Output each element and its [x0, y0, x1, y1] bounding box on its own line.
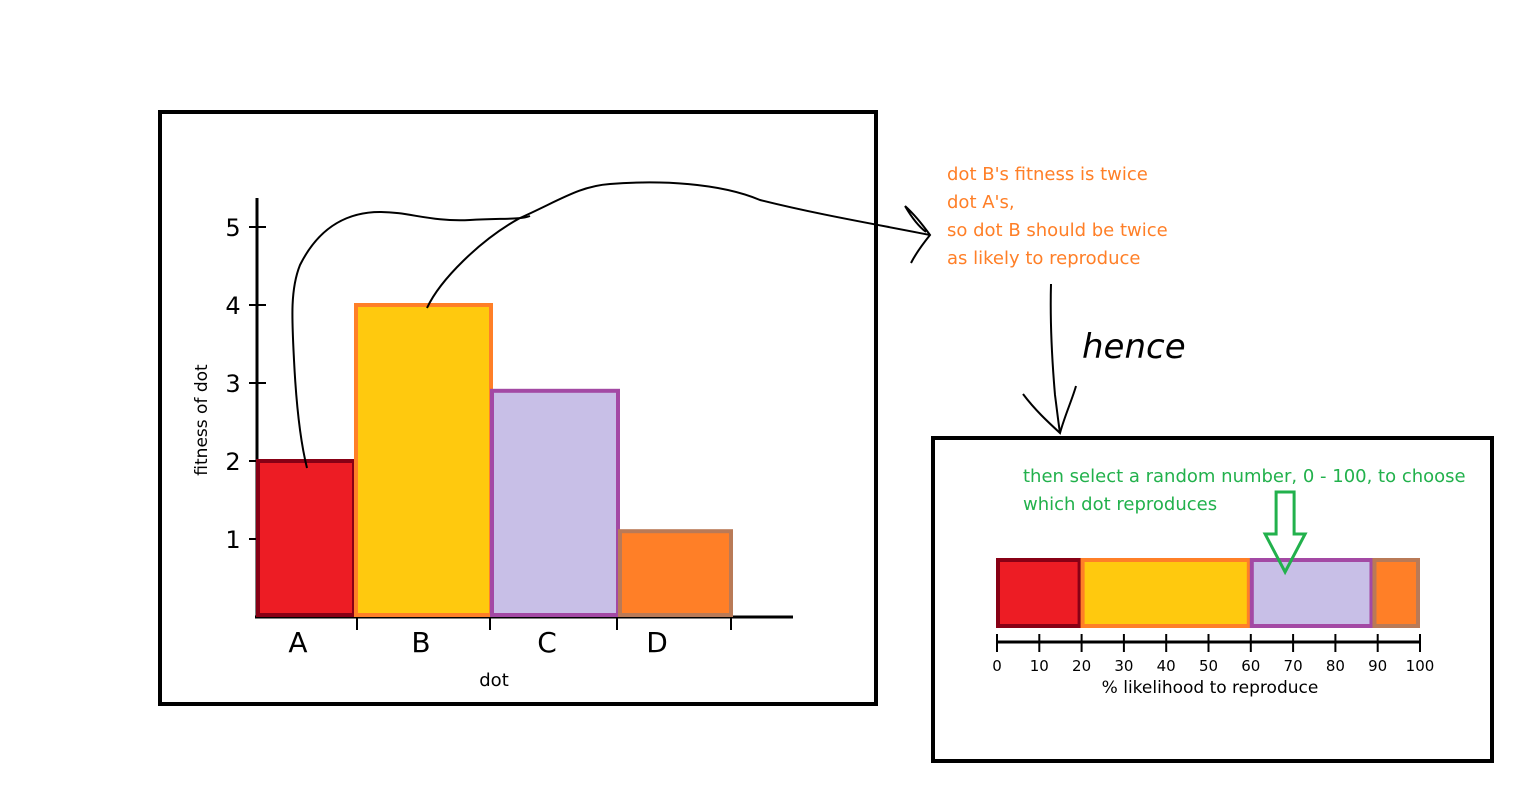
connector-curve-b	[426, 181, 931, 309]
x-category-label: D	[646, 626, 668, 659]
annotation-line: as likely to reproduce	[947, 248, 1140, 269]
x-category-label: A	[288, 626, 307, 659]
select-line: which dot reproduces	[1023, 494, 1217, 515]
y-tick-label: 1	[225, 526, 240, 554]
likelihood-tick-label: 10	[1030, 657, 1049, 675]
y-ticks: 1 2 3 4 5	[225, 214, 266, 554]
likelihood-segment-b	[1080, 558, 1251, 628]
likelihood-tick-label: 80	[1326, 657, 1345, 675]
annotation-line: dot A's,	[947, 192, 1015, 213]
likelihood-tick-label: 50	[1199, 657, 1218, 675]
likelihood-tick-label: 30	[1114, 657, 1133, 675]
bar-b	[354, 303, 493, 617]
bar-a	[256, 459, 356, 617]
annotation-text: dot B's fitness is twice dot A's, so dot B…	[947, 164, 1168, 269]
bar-c	[490, 388, 620, 617]
likelihood-tick-label: 20	[1072, 657, 1091, 675]
x-category-label: C	[537, 626, 557, 659]
likelihood-segment-d	[1372, 558, 1420, 628]
likelihood-segment-a	[996, 558, 1082, 628]
likelihood-tick-label: 60	[1241, 657, 1260, 675]
y-tick-label: 4	[225, 292, 240, 320]
arrow-head-icon	[904, 205, 932, 264]
hence-label: hence	[1082, 327, 1186, 367]
down-arrow-line	[1049, 283, 1061, 434]
y-axis-label: fitness of dot	[192, 364, 212, 476]
y-tick-label: 3	[225, 370, 240, 398]
annotation-line: so dot B should be twice	[947, 220, 1168, 241]
select-line: then select a random number, 0 - 100, to…	[1023, 466, 1466, 487]
connector-curve-a	[291, 210, 531, 469]
y-tick-label: 5	[225, 214, 240, 242]
likelihood-segment-c	[1249, 558, 1374, 628]
likelihood-tick-label: 0	[992, 657, 1002, 675]
likelihood-tick-label: 100	[1406, 657, 1435, 675]
x-category-label: B	[411, 626, 430, 659]
random-pick-arrow-icon	[1262, 490, 1308, 576]
likelihood-tick-label: 90	[1368, 657, 1387, 675]
x-categories: A B C D	[288, 617, 732, 659]
y-tick-label: 2	[225, 448, 240, 476]
annotation-line: dot B's fitness is twice	[947, 164, 1148, 185]
likelihood-axis-label: % likelihood to reproduce	[1102, 678, 1319, 698]
likelihood-segments	[996, 558, 1420, 628]
bars	[256, 303, 733, 618]
bar-d	[618, 529, 733, 618]
x-axis-label: dot	[479, 670, 509, 691]
likelihood-tick-label: 70	[1284, 657, 1303, 675]
likelihood-frame	[931, 436, 1494, 763]
chart-frame	[158, 110, 878, 706]
select-text: then select a random number, 0 - 100, to…	[1023, 466, 1466, 515]
likelihood-tick-label: 40	[1157, 657, 1176, 675]
likelihood-ticks: 0 10 20 30 40 50 60 70 80 90 100	[992, 634, 1434, 675]
down-arrow-head-icon	[1022, 385, 1077, 435]
